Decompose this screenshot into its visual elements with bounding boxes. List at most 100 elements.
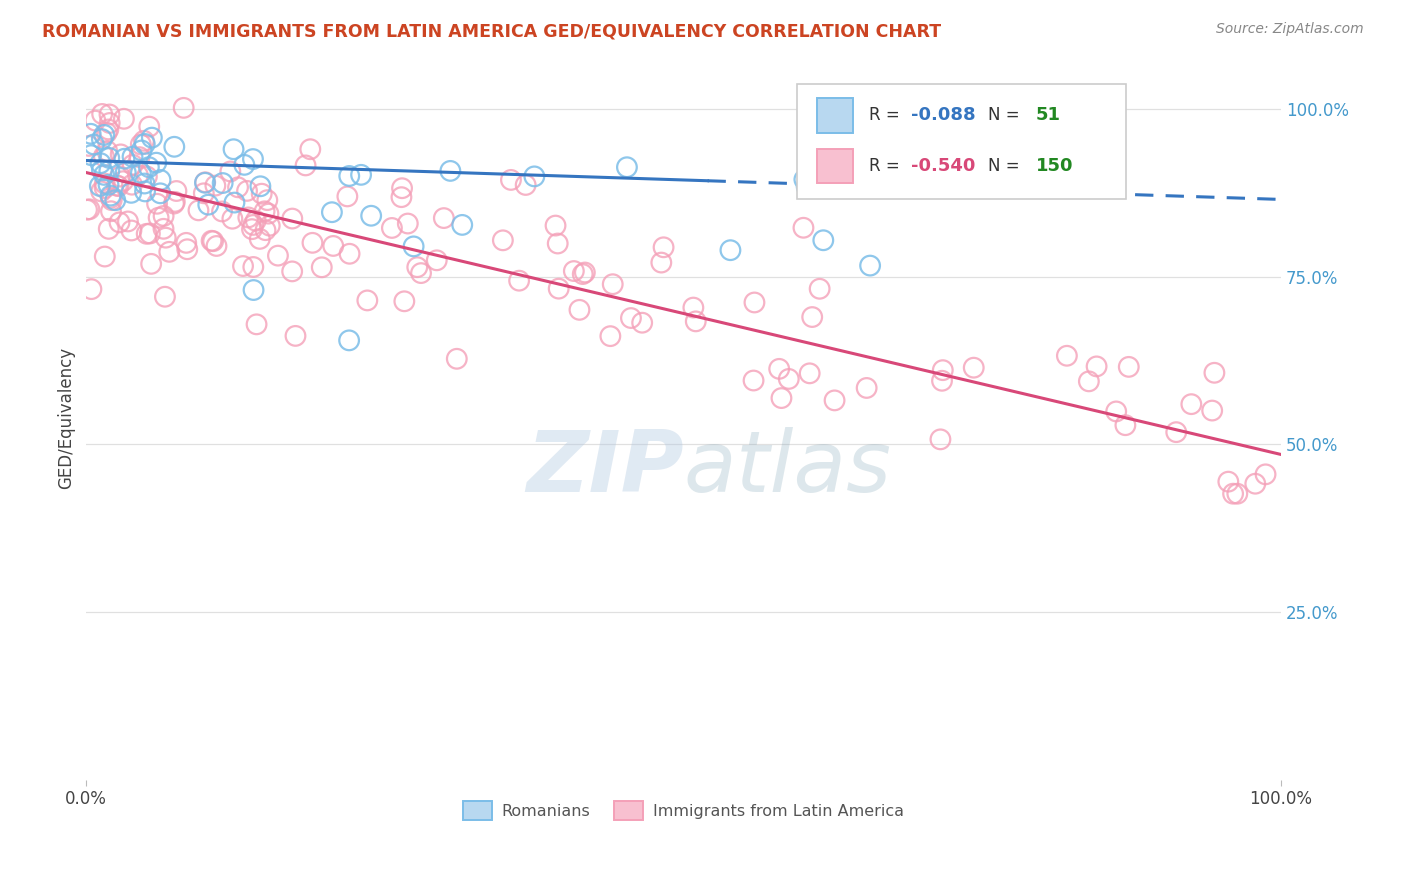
Point bbox=[294, 158, 316, 172]
Point bbox=[93, 149, 115, 163]
Point bbox=[139, 227, 162, 241]
Legend: Romanians, Immigrants from Latin America: Romanians, Immigrants from Latin America bbox=[457, 795, 910, 826]
Point bbox=[337, 334, 360, 348]
Point bbox=[98, 116, 121, 130]
Point bbox=[599, 329, 621, 343]
Point bbox=[91, 107, 114, 121]
Point bbox=[433, 211, 456, 225]
Point bbox=[1244, 476, 1267, 491]
Point bbox=[778, 372, 800, 386]
Point bbox=[108, 215, 131, 229]
Point bbox=[322, 239, 344, 253]
Point bbox=[138, 120, 160, 134]
Point bbox=[93, 128, 115, 142]
Point bbox=[931, 374, 953, 388]
Point bbox=[242, 152, 264, 166]
Point bbox=[245, 213, 267, 227]
Point bbox=[135, 169, 157, 184]
Point bbox=[176, 242, 198, 256]
Point bbox=[963, 360, 986, 375]
Point bbox=[1105, 404, 1128, 418]
Text: R =: R = bbox=[869, 157, 905, 175]
Point bbox=[770, 391, 793, 405]
Point bbox=[1222, 486, 1244, 500]
Point bbox=[499, 173, 522, 187]
Point bbox=[98, 163, 121, 178]
Point bbox=[193, 186, 215, 201]
Y-axis label: GED/Equivalency: GED/Equivalency bbox=[58, 346, 75, 489]
Point bbox=[391, 190, 413, 204]
Point bbox=[219, 164, 242, 178]
Point bbox=[631, 316, 654, 330]
Point bbox=[163, 140, 186, 154]
Point bbox=[238, 211, 260, 225]
Point bbox=[108, 169, 131, 184]
Point bbox=[1204, 366, 1226, 380]
Point bbox=[793, 172, 815, 186]
Point bbox=[547, 282, 569, 296]
Point bbox=[114, 152, 136, 166]
Point bbox=[250, 186, 273, 201]
Point bbox=[204, 178, 226, 193]
Point bbox=[742, 374, 765, 388]
Bar bbox=[817, 98, 853, 133]
Point bbox=[1180, 397, 1202, 411]
Point bbox=[932, 363, 955, 377]
Point bbox=[236, 184, 259, 198]
Point bbox=[562, 264, 585, 278]
Text: atlas: atlas bbox=[683, 426, 891, 510]
Point bbox=[121, 178, 143, 192]
Point bbox=[107, 179, 129, 194]
Point bbox=[254, 223, 277, 237]
Point bbox=[134, 185, 156, 199]
Point bbox=[96, 144, 118, 158]
Point bbox=[97, 122, 120, 136]
Point bbox=[98, 151, 121, 165]
Text: 51: 51 bbox=[1036, 106, 1062, 124]
Point bbox=[121, 150, 143, 164]
Point bbox=[1254, 467, 1277, 482]
Point bbox=[799, 367, 821, 381]
Point bbox=[299, 142, 322, 156]
Point bbox=[744, 295, 766, 310]
Point bbox=[165, 184, 187, 198]
Point bbox=[120, 186, 142, 200]
Point bbox=[127, 168, 149, 182]
Point bbox=[80, 148, 103, 162]
Point bbox=[311, 260, 333, 275]
Point bbox=[1114, 418, 1136, 433]
Point bbox=[77, 139, 100, 153]
Point bbox=[245, 318, 267, 332]
Text: -0.088: -0.088 bbox=[911, 106, 976, 124]
Point bbox=[620, 311, 643, 326]
Point bbox=[194, 176, 217, 190]
Point bbox=[240, 222, 263, 236]
Point bbox=[112, 112, 135, 126]
FancyBboxPatch shape bbox=[797, 84, 1126, 199]
Point bbox=[451, 218, 474, 232]
Point bbox=[97, 222, 120, 236]
Point bbox=[616, 160, 638, 174]
Point bbox=[792, 220, 814, 235]
Point bbox=[267, 249, 290, 263]
Point bbox=[224, 195, 246, 210]
Text: 150: 150 bbox=[1036, 157, 1074, 175]
Point bbox=[132, 134, 155, 148]
Point bbox=[808, 282, 831, 296]
Point bbox=[1077, 375, 1099, 389]
Point bbox=[1218, 475, 1240, 489]
Point bbox=[232, 259, 254, 273]
Point bbox=[602, 277, 624, 292]
Point bbox=[97, 178, 120, 192]
Point bbox=[337, 169, 360, 183]
Point bbox=[104, 193, 127, 207]
Point bbox=[1056, 349, 1078, 363]
Point bbox=[148, 211, 170, 225]
Point bbox=[90, 163, 112, 178]
Point bbox=[381, 221, 404, 235]
Point bbox=[650, 255, 672, 269]
Point bbox=[439, 164, 461, 178]
Point bbox=[131, 144, 153, 158]
Point bbox=[242, 218, 264, 232]
Point bbox=[855, 381, 877, 395]
